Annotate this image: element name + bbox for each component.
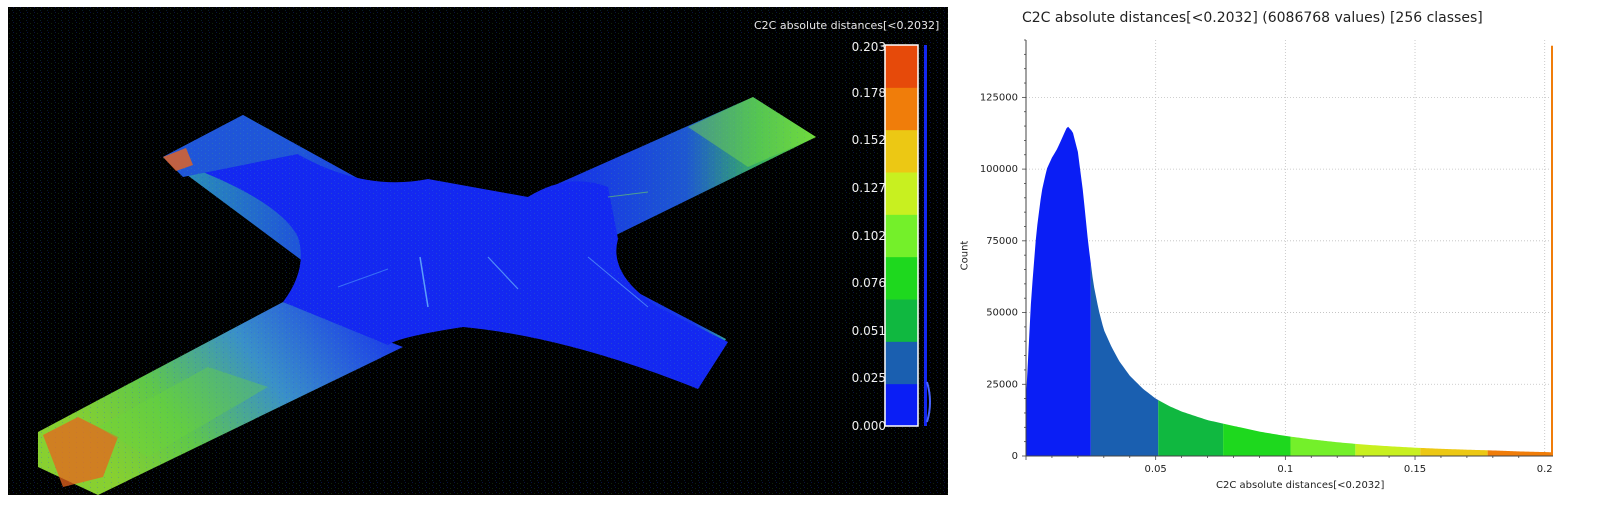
histogram-band [1290, 436, 1356, 456]
point-cloud-view[interactable]: C2C absolute distances[<0.2032] 0.203 0.1… [8, 7, 948, 495]
x-tick-label: 0.1 [1277, 464, 1293, 475]
scalebar-tick-label: 0.203 [851, 40, 886, 54]
scalebar-tick-label: 0.000 [851, 419, 886, 433]
scalebar-tick-label: 0.178 [851, 85, 886, 100]
x-axis-label: C2C absolute distances[<0.2032] [1216, 480, 1385, 491]
x-tick-label: 0.15 [1404, 464, 1426, 475]
cloud-orange-patch [43, 417, 118, 487]
scalebar-tick-label: 0.051 [851, 323, 886, 338]
histogram-spike-bar [1551, 45, 1553, 457]
y-tick-label: 25000 [986, 379, 1018, 390]
scalebar-tick-label: 0.127 [851, 180, 886, 195]
histogram-band [1090, 263, 1159, 456]
histogram-band [1158, 400, 1224, 456]
y-tick-label: 75000 [986, 236, 1018, 247]
histogram-band [1487, 450, 1553, 456]
point-cloud-canvas [8, 7, 948, 495]
x-tick-label: 0.05 [1145, 464, 1167, 475]
histogram-band [1355, 443, 1421, 456]
road-intersection-cloud [8, 7, 948, 495]
scalebar-tick-label: 0.152 [851, 133, 886, 148]
histogram-band [1420, 447, 1488, 456]
scalebar-tick-label: 0.102 [851, 228, 886, 243]
y-tick-label: 50000 [986, 308, 1018, 319]
x-tick-label: 0.2 [1537, 464, 1553, 475]
y-tick-label: 125000 [980, 92, 1018, 103]
histogram-band [1026, 126, 1091, 456]
scalebar-title: C2C absolute distances[<0.2032] [754, 19, 940, 32]
histogram-title: C2C absolute distances[<0.2032] (6086768… [1022, 10, 1483, 26]
histogram-band [1223, 423, 1291, 456]
scalebar-tick-label: 0.025 [851, 371, 886, 386]
scalebar-tick-label: 0.076 [851, 276, 886, 291]
y-axis-label: Count [959, 240, 971, 271]
cloud-orange-patch [163, 148, 193, 171]
y-tick-label: 0 [1012, 451, 1018, 462]
y-tick-label: 100000 [980, 164, 1018, 175]
